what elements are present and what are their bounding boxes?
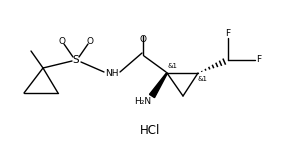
Text: NH: NH [105, 69, 119, 78]
Text: &1: &1 [168, 63, 178, 69]
Text: &1: &1 [198, 76, 208, 82]
Text: H₂N: H₂N [135, 98, 152, 107]
Text: O: O [58, 37, 66, 45]
Text: O: O [139, 34, 147, 44]
Text: F: F [225, 29, 231, 38]
Text: HCl: HCl [140, 123, 160, 136]
Text: F: F [256, 56, 262, 65]
Polygon shape [150, 73, 167, 98]
Text: S: S [73, 55, 79, 65]
Text: O: O [86, 37, 94, 45]
